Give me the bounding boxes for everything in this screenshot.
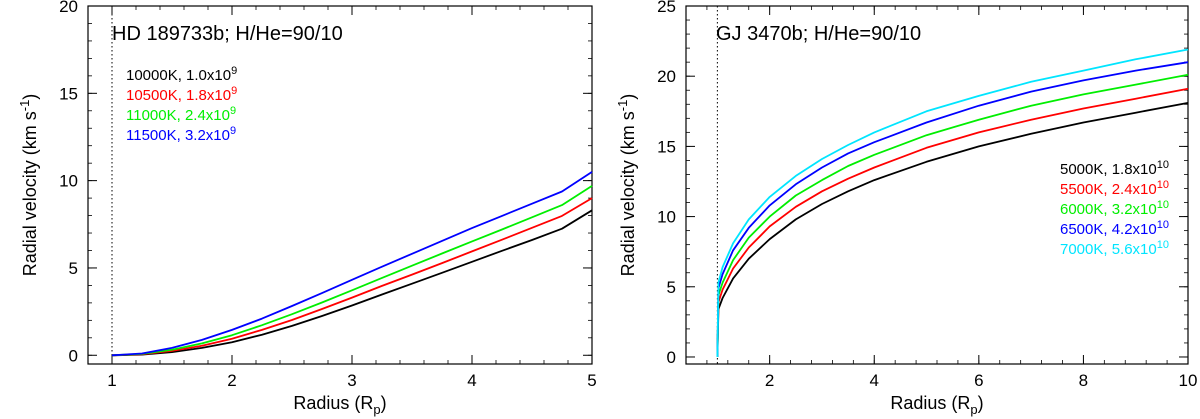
- legend-exponent: 10: [1157, 219, 1169, 231]
- legend-exponent: 10: [1157, 159, 1169, 171]
- legend-text: 11500K, 3.2x10: [126, 127, 230, 144]
- series-line-4: [716, 61, 1189, 358]
- x-axis-label-text: Radius (R: [293, 393, 373, 413]
- chart-panel-2: 2 4 6 8 10 0 5 10 15 20 25 GJ 3470b; H/He=90/10 5000…: [615, 0, 1197, 417]
- x-tick-label: 5: [587, 371, 596, 390]
- legend-entry-3: 6000K, 3.2x1010: [1060, 199, 1169, 218]
- legend-text: 6500K, 4.2x10: [1060, 221, 1157, 238]
- y-axis-label-text: Radial velocity (km s: [20, 111, 40, 276]
- legend-entry-3: 11000K, 2.4x109: [126, 105, 236, 124]
- legend-text: 5500K, 2.4x10: [1060, 181, 1157, 198]
- y-tick-label: 15: [657, 137, 676, 156]
- legend-exponent: 10: [1157, 199, 1169, 211]
- y-tick-label: 10: [657, 208, 676, 227]
- legend-text: 5000K, 1.8x10: [1060, 161, 1157, 178]
- x-tick-label: 10: [1179, 371, 1198, 390]
- y-tick-label: 20: [657, 67, 676, 86]
- x-axis-label-end: ): [381, 393, 387, 413]
- series-line-5: [716, 48, 1189, 358]
- chart-title: GJ 3470b; H/He=90/10: [716, 23, 921, 45]
- y-tick-label: 5: [667, 278, 676, 297]
- x-axis-label-text: Radius (R: [890, 393, 970, 413]
- legend-exponent: 9: [230, 125, 236, 137]
- x-axis-label: Radius (Rp): [293, 393, 386, 417]
- legend-entry-4: 11500K, 3.2x109: [126, 125, 236, 144]
- series-line-4: [111, 171, 593, 357]
- legend-exponent: 9: [231, 85, 237, 97]
- y-axis-label-superscript: -1: [17, 100, 32, 112]
- legend-text: 10500K, 1.8x10: [126, 87, 231, 104]
- y-tick-label: 25: [657, 0, 676, 16]
- x-tick-label: 3: [347, 371, 356, 390]
- y-axis-label-superscript: -1: [615, 100, 630, 112]
- x-axis-label-end: ): [978, 393, 984, 413]
- y-axis-label-end: ): [20, 94, 40, 100]
- legend-text: 11000K, 2.4x10: [126, 107, 230, 124]
- x-axis-label: Radius (Rp): [890, 393, 983, 417]
- series-line-2: [111, 197, 593, 357]
- y-tick-label: 20: [59, 0, 78, 16]
- y-axis-label-end: ): [618, 94, 638, 100]
- legend-exponent: 9: [231, 65, 237, 77]
- legend-entry-4: 6500K, 4.2x1010: [1060, 219, 1169, 238]
- series-line-1: [716, 102, 1189, 358]
- y-axis-label: Radial velocity (km s-1): [17, 94, 40, 277]
- x-tick-label: 6: [974, 371, 983, 390]
- chart-panel-1: 1 2 3 4 5 0 5 10 15 20 HD 189733b; H/He=90/10 10000…: [17, 0, 597, 417]
- y-tick-label: 15: [59, 84, 78, 103]
- x-tick-label: 2: [765, 371, 774, 390]
- legend-entry-1: 5000K, 1.8x1010: [1060, 159, 1169, 178]
- y-tick-label: 10: [59, 172, 78, 191]
- series-line-3: [111, 185, 593, 357]
- y-tick-label: 5: [69, 259, 78, 278]
- legend-exponent: 10: [1157, 179, 1169, 191]
- legend-exponent: 10: [1157, 239, 1169, 251]
- legend-entry-2: 10500K, 1.8x109: [126, 85, 237, 104]
- legend-text: 7000K, 5.6x10: [1060, 241, 1157, 258]
- legend-text: 6000K, 3.2x10: [1060, 201, 1157, 218]
- x-tick-label: 4: [467, 371, 476, 390]
- plot-frame: [87, 5, 593, 365]
- x-tick-label: 2: [227, 371, 236, 390]
- chart-title: HD 189733b; H/He=90/10: [112, 23, 343, 45]
- y-axis-label-text: Radial velocity (km s: [618, 111, 638, 276]
- series-line-1: [111, 209, 593, 357]
- x-tick-label: 8: [1079, 371, 1088, 390]
- x-tick-label: 1: [107, 371, 116, 390]
- y-tick-label: 0: [667, 348, 676, 367]
- x-axis-label-subscript: p: [373, 402, 380, 417]
- legend-entry-2: 5500K, 2.4x1010: [1060, 179, 1169, 198]
- series-line-3: [716, 73, 1189, 358]
- legend-entry-5: 7000K, 5.6x1010: [1060, 239, 1169, 258]
- y-tick-label: 0: [69, 346, 78, 365]
- x-axis-label-subscript: p: [970, 402, 977, 417]
- y-axis-label: Radial velocity (km s-1): [615, 94, 638, 277]
- x-tick-label: 4: [870, 371, 879, 390]
- legend-text: 10000K, 1.0x10: [126, 67, 231, 84]
- series-line-2: [716, 87, 1189, 358]
- legend-entry-1: 10000K, 1.0x109: [126, 65, 237, 84]
- legend-exponent: 9: [230, 105, 236, 117]
